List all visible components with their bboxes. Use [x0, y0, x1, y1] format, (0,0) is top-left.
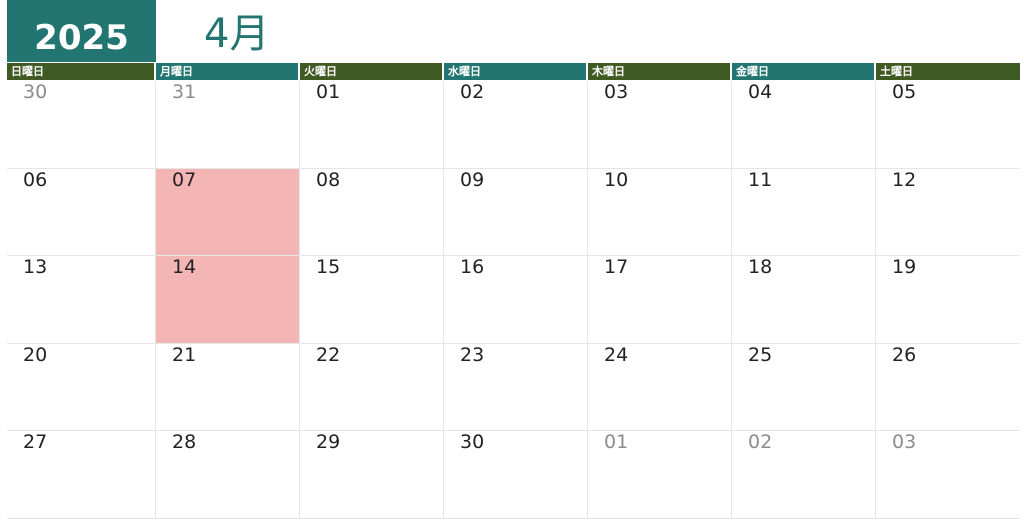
day-number: 24 [604, 343, 629, 366]
weekday-label: 土曜日 [876, 63, 1020, 80]
day-number: 26 [892, 343, 917, 366]
day-number: 22 [316, 343, 341, 366]
day-cell[interactable]: 17 [588, 256, 732, 344]
day-cell[interactable]: 11 [732, 168, 876, 256]
day-cell[interactable]: 30 [444, 431, 588, 519]
day-number: 30 [460, 431, 485, 453]
day-number: 01 [316, 81, 341, 103]
day-number: 03 [892, 431, 917, 453]
day-cell[interactable]: 09 [444, 168, 588, 256]
day-number: 03 [604, 81, 629, 103]
day-cell[interactable]: 20 [7, 343, 156, 431]
day-cell[interactable]: 22 [300, 343, 444, 431]
day-cell[interactable]: 04 [732, 81, 876, 169]
day-cell[interactable]: 16 [444, 256, 588, 344]
weekday-label: 金曜日 [732, 63, 874, 80]
weekday-label: 月曜日 [156, 63, 298, 80]
day-cell[interactable]: 06 [7, 168, 156, 256]
day-cell[interactable]: 14 [156, 256, 300, 344]
day-number: 18 [748, 256, 773, 278]
day-number: 11 [748, 168, 773, 191]
day-cell[interactable]: 01 [300, 81, 444, 169]
weekday-label: 木曜日 [588, 63, 730, 80]
weekday-label: 日曜日 [7, 63, 154, 80]
day-cell[interactable]: 30 [7, 81, 156, 169]
day-cell[interactable]: 28 [156, 431, 300, 519]
day-number: 27 [23, 431, 48, 453]
day-number: 20 [23, 343, 48, 366]
day-number: 01 [604, 431, 629, 453]
day-cell[interactable]: 31 [156, 81, 300, 169]
calendar-grid: 30 31 01 02 03 04 05 06 07 08 09 10 11 12 13 14 15 16 17 18… [7, 81, 1020, 524]
day-cell[interactable]: 27 [7, 431, 156, 519]
day-number: 05 [892, 81, 917, 103]
day-number: 28 [172, 431, 197, 453]
day-number: 16 [460, 256, 485, 278]
day-cell[interactable]: 19 [876, 256, 1020, 344]
day-cell[interactable]: 02 [444, 81, 588, 169]
day-cell[interactable]: 10 [588, 168, 732, 256]
day-number: 15 [316, 256, 341, 278]
day-cell[interactable]: 08 [300, 168, 444, 256]
day-number: 08 [316, 168, 341, 191]
day-number: 30 [23, 81, 48, 103]
day-number: 31 [172, 81, 197, 103]
day-number: 10 [604, 168, 629, 191]
day-number: 19 [892, 256, 917, 278]
day-number: 29 [316, 431, 341, 453]
weekday-header: 日曜日 月曜日 火曜日 水曜日 木曜日 金曜日 土曜日 [7, 63, 1020, 80]
day-cell[interactable]: 02 [732, 431, 876, 519]
day-cell[interactable]: 29 [300, 431, 444, 519]
day-number: 17 [604, 256, 629, 278]
day-number: 09 [460, 168, 485, 191]
day-cell[interactable]: 07 [156, 168, 300, 256]
day-cell[interactable]: 15 [300, 256, 444, 344]
weekday-label: 水曜日 [444, 63, 586, 80]
weekday-label: 火曜日 [300, 63, 442, 80]
day-cell[interactable]: 03 [876, 431, 1020, 519]
day-cell[interactable]: 05 [876, 81, 1020, 169]
month-title: 4月 [204, 11, 270, 57]
day-number: 13 [23, 256, 48, 278]
day-number: 23 [460, 343, 485, 366]
day-cell[interactable]: 23 [444, 343, 588, 431]
day-cell[interactable]: 12 [876, 168, 1020, 256]
day-number: 02 [748, 431, 773, 453]
day-number: 06 [23, 168, 48, 191]
day-number: 12 [892, 168, 917, 191]
year-label: 2025 [7, 0, 156, 62]
day-number: 02 [460, 81, 485, 103]
day-cell[interactable]: 26 [876, 343, 1020, 431]
day-number: 07 [172, 168, 197, 191]
day-cell[interactable]: 21 [156, 343, 300, 431]
day-number: 14 [172, 256, 197, 278]
day-cell[interactable]: 24 [588, 343, 732, 431]
day-number: 25 [748, 343, 773, 366]
day-number: 21 [172, 343, 197, 366]
day-cell[interactable]: 18 [732, 256, 876, 344]
day-cell[interactable]: 01 [588, 431, 732, 519]
day-cell[interactable]: 25 [732, 343, 876, 431]
day-number: 04 [748, 81, 773, 103]
day-cell[interactable]: 13 [7, 256, 156, 344]
day-cell[interactable]: 03 [588, 81, 732, 169]
